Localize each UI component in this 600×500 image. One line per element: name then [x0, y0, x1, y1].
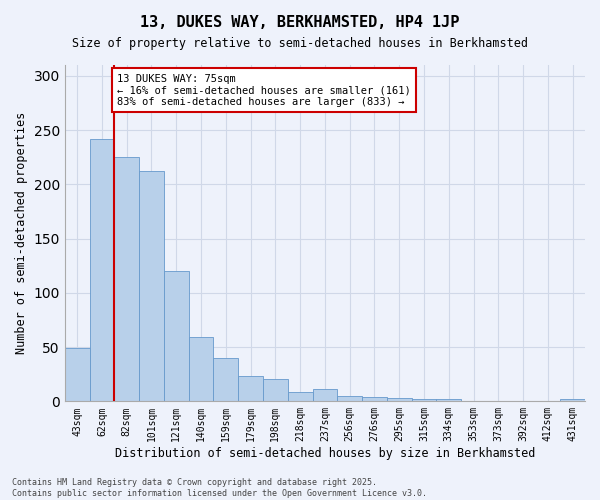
Text: Size of property relative to semi-detached houses in Berkhamsted: Size of property relative to semi-detach… [72, 38, 528, 51]
Bar [164, 271, 188, 402]
Bar [560, 399, 585, 402]
Bar [436, 399, 461, 402]
Bar [412, 399, 436, 402]
Bar [115, 157, 139, 402]
Y-axis label: Number of semi-detached properties: Number of semi-detached properties [15, 112, 28, 354]
Bar [188, 338, 214, 402]
Bar [337, 396, 362, 402]
X-axis label: Distribution of semi-detached houses by size in Berkhamsted: Distribution of semi-detached houses by … [115, 447, 535, 460]
Text: 13, DUKES WAY, BERKHAMSTED, HP4 1JP: 13, DUKES WAY, BERKHAMSTED, HP4 1JP [140, 15, 460, 30]
Text: Contains HM Land Registry data © Crown copyright and database right 2025.
Contai: Contains HM Land Registry data © Crown c… [12, 478, 427, 498]
Text: 13 DUKES WAY: 75sqm
← 16% of semi-detached houses are smaller (161)
83% of semi-: 13 DUKES WAY: 75sqm ← 16% of semi-detach… [117, 74, 410, 107]
Bar [238, 376, 263, 402]
Bar [362, 397, 387, 402]
Bar [139, 172, 164, 402]
Bar [263, 378, 288, 402]
Bar [214, 358, 238, 402]
Bar [288, 392, 313, 402]
Bar [65, 348, 89, 402]
Bar [387, 398, 412, 402]
Bar [89, 139, 115, 402]
Bar [313, 390, 337, 402]
